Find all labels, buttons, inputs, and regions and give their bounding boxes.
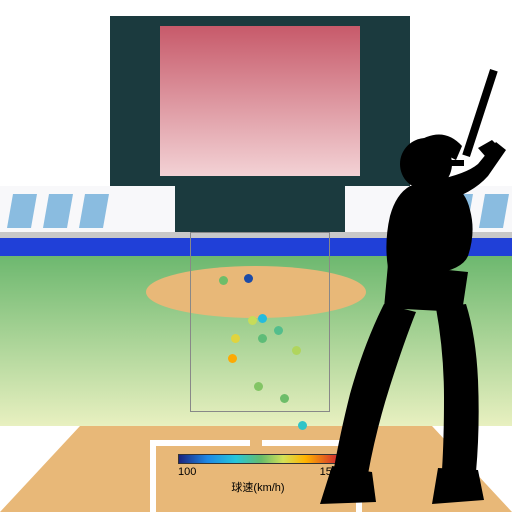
- pitch-marker: [231, 334, 240, 343]
- pitch-marker: [258, 334, 267, 343]
- pitch-marker: [228, 354, 237, 363]
- colorbar-tick-min: 100: [178, 466, 196, 478]
- pitch-marker: [254, 382, 263, 391]
- pitch-marker: [298, 421, 307, 430]
- colorbar-ticks: 100 150: [178, 466, 338, 478]
- pitch-marker: [274, 326, 283, 335]
- pitch-marker: [244, 274, 253, 283]
- pitch-marker: [248, 316, 257, 325]
- colorbar-label: 球速(km/h): [178, 479, 338, 495]
- pitch-marker: [219, 276, 228, 285]
- pitch-marker: [280, 394, 289, 403]
- plate-line: [150, 440, 156, 512]
- pitch-marker: [258, 314, 267, 323]
- colorbar-legend: 100 150 球速(km/h): [178, 454, 338, 495]
- colorbar-gradient: [178, 454, 338, 464]
- pitch-marker: [292, 346, 301, 355]
- batter-silhouette: [318, 68, 512, 508]
- plate-line: [150, 440, 250, 446]
- pitch-location-chart: 100 150 球速(km/h): [0, 0, 512, 512]
